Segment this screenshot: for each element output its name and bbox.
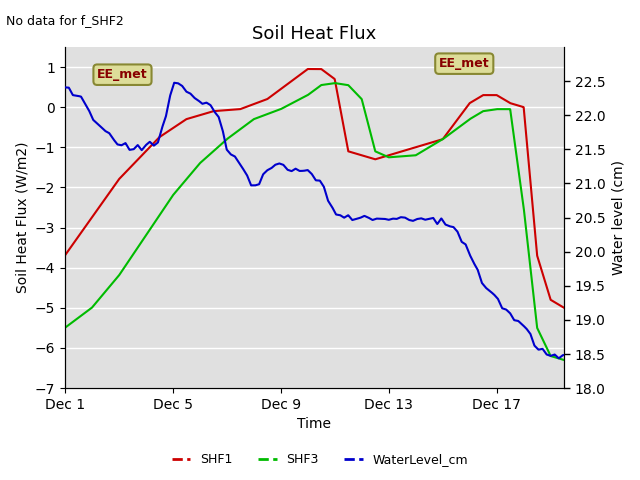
Title: Soil Heat Flux: Soil Heat Flux	[252, 24, 376, 43]
Text: EE_met: EE_met	[97, 68, 148, 81]
X-axis label: Time: Time	[298, 418, 332, 432]
Y-axis label: Water level (cm): Water level (cm)	[611, 160, 625, 275]
Text: EE_met: EE_met	[439, 57, 490, 70]
Legend: SHF1, SHF3, WaterLevel_cm: SHF1, SHF3, WaterLevel_cm	[166, 448, 474, 471]
Text: No data for f_SHF2: No data for f_SHF2	[6, 14, 124, 27]
Y-axis label: Soil Heat Flux (W/m2): Soil Heat Flux (W/m2)	[15, 142, 29, 293]
